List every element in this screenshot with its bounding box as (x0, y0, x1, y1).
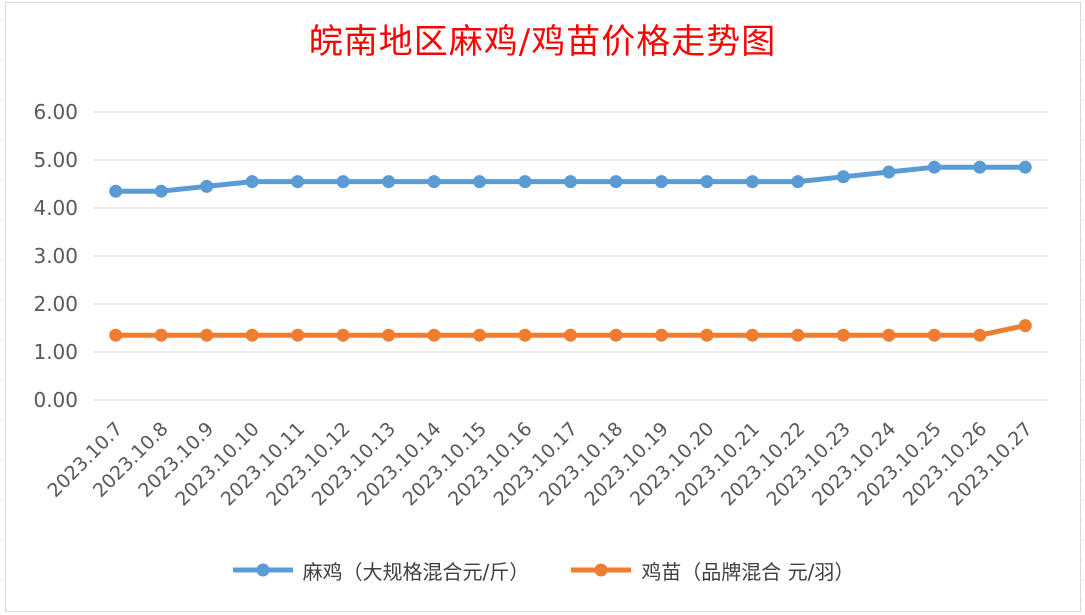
data-point-s1-1 (154, 328, 168, 342)
legend-item-series-0: 麻鸡（大规格混合元/斤） (231, 556, 530, 585)
data-point-s0-5 (336, 175, 350, 189)
legend-item-series-1: 鸡苗（品牌混合 元/羽） (569, 556, 854, 585)
legend-dot-series-1 (594, 563, 608, 577)
y-tick-label-5: 5.00 (33, 148, 78, 172)
data-point-s0-11 (609, 175, 623, 189)
data-point-s0-20 (1018, 160, 1032, 174)
data-point-s0-4 (291, 175, 305, 189)
data-point-s0-18 (927, 160, 941, 174)
data-point-s1-0 (109, 328, 123, 342)
data-point-s0-2 (200, 179, 214, 193)
data-point-s0-9 (518, 175, 532, 189)
data-point-s0-10 (564, 175, 577, 189)
legend-label-series-1: 鸡苗（品牌混合 元/羽） (641, 559, 855, 584)
data-point-s0-13 (700, 175, 714, 189)
data-point-s1-6 (382, 328, 396, 342)
data-point-s1-20 (1018, 319, 1032, 333)
data-point-s1-4 (291, 328, 305, 342)
data-point-s0-7 (427, 175, 441, 189)
data-point-s1-7 (427, 328, 441, 342)
data-point-s1-18 (927, 328, 941, 342)
y-tick-label-2: 2.00 (33, 292, 78, 316)
data-point-s1-19 (973, 328, 987, 342)
data-point-s1-10 (564, 328, 577, 342)
data-point-s1-12 (654, 328, 668, 342)
data-point-s1-9 (518, 328, 532, 342)
chart-area[interactable] (5, 2, 1081, 612)
data-point-s1-16 (836, 328, 850, 342)
data-point-s0-19 (973, 160, 987, 174)
legend-marker-series-0 (232, 563, 293, 577)
y-tick-label-4: 4.00 (33, 196, 78, 220)
data-point-s1-17 (882, 328, 896, 342)
data-point-s0-16 (836, 170, 850, 184)
data-point-s0-17 (882, 165, 896, 179)
data-point-s0-1 (154, 184, 168, 198)
data-point-s1-11 (609, 328, 623, 342)
data-point-s1-15 (791, 328, 805, 342)
data-point-s0-15 (791, 175, 805, 189)
y-tick-label-3: 3.00 (33, 244, 78, 268)
data-point-s0-6 (382, 175, 396, 189)
data-point-s1-3 (245, 328, 259, 342)
y-tick-label-1: 1.00 (33, 340, 78, 364)
data-point-s1-13 (700, 328, 714, 342)
data-point-s0-0 (109, 184, 123, 198)
data-point-s1-2 (200, 328, 214, 342)
data-point-s1-14 (745, 328, 759, 342)
data-point-s0-14 (745, 175, 759, 189)
data-point-s1-8 (473, 328, 487, 342)
data-point-s0-12 (654, 175, 668, 189)
chart-title: 皖南地区麻鸡/鸡苗价格走势图 (308, 22, 777, 62)
data-point-s1-5 (336, 328, 350, 342)
data-point-s0-3 (245, 175, 259, 189)
legend-label-series-0: 麻鸡（大规格混合元/斤） (302, 559, 530, 584)
y-tick-label-0: 0.00 (33, 388, 78, 412)
data-point-s0-8 (473, 175, 487, 189)
legend-dot-series-0 (256, 563, 270, 577)
legend: 麻鸡（大规格混合元/斤） 鸡苗（品牌混合 元/羽） (0, 552, 1085, 588)
legend-marker-series-1 (571, 563, 632, 577)
y-tick-label-6: 6.00 (33, 100, 78, 124)
